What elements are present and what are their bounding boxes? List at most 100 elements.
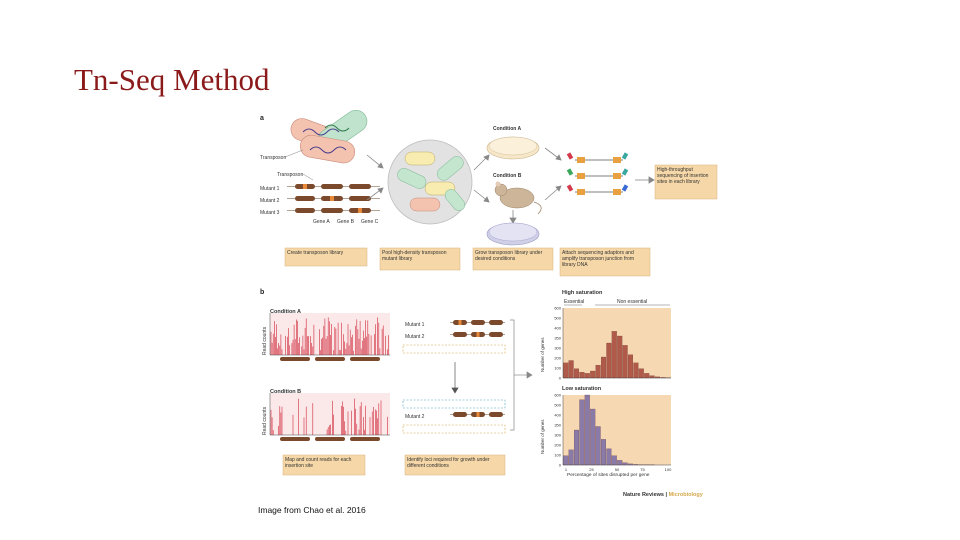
insertion-mark [358,208,362,213]
histogram-low-saturation: 600 500 400 350 300 200 100 01 25 50 75 100 [554,393,672,473]
petri-dish-icon [486,136,540,160]
dashed-box [402,344,506,354]
y-tick-label: 600 [554,306,561,311]
y-tick-label: 100 [554,453,561,458]
panel-b-label: b [260,289,264,296]
essential-label: Essential [564,299,584,305]
step-box [282,454,366,476]
x-tick-label: 1 [565,467,568,472]
gene-block [453,332,467,337]
x-axis-label: Percentage of sites disrupted per gene [567,472,650,478]
adaptor-constructs [566,152,629,195]
y-tick-label: 500 [554,403,561,408]
histogram-bg [563,395,671,465]
histogram-bar [579,372,585,379]
non-essential-label: Non essential [617,299,647,305]
transposon-end [613,157,621,163]
insertion-mark [476,332,480,337]
image-caption: Image from Chao et al. 2016 [258,505,366,515]
insertion-mark [458,320,462,325]
transposon-end [577,157,585,163]
mutant-genome-rows-b [450,320,505,417]
leader-line [284,149,304,158]
gene-c-label: Gene C [361,219,379,225]
gene-block [489,412,503,417]
bacteria-icon [290,110,368,164]
condition-b-heading: Condition B [270,389,301,395]
gene-block [350,357,380,361]
x-tick-label: 25 [589,467,594,472]
sequencing-box [654,164,718,200]
journal-section: Microbiology [669,492,704,498]
journal-name: Nature Reviews [623,492,664,498]
step-box [404,454,506,476]
arrow-icon [451,362,459,394]
transposon-label-1: Transposon [260,155,286,161]
histogram-bar [590,370,596,379]
insertion-mark [303,184,307,189]
gene-block [295,196,315,201]
x-tick-label: 100 [665,467,672,472]
histogram-bar [584,373,590,379]
mouse-icon [494,181,542,215]
footer-separator: | [664,492,669,498]
insertion-mark [476,412,480,417]
mutant-2-label-b2: Mutant 2 [405,414,425,420]
transposon-end [577,173,585,179]
dashed-box [402,399,506,409]
gene-block [453,412,467,417]
histogram-bar [617,460,623,466]
journal-footer: Nature Reviews | Microbiology [623,492,704,498]
read-counts-track-a [269,313,390,361]
gene-block [295,208,315,213]
gene-block [321,184,343,189]
gene-block [349,196,371,201]
step-boxes-a [284,247,651,277]
arrow-icon [635,176,655,184]
histogram-bar [563,455,569,466]
read-counts-track-b [269,393,390,441]
histogram-bar [617,335,623,379]
tn-seq-figure: a Transposon Transposon Mutant 1 Mutant … [260,110,718,498]
histogram-bar [611,331,617,379]
histogram-bar [649,375,655,379]
arrow-icon [509,210,517,224]
histogram-bar [622,345,628,379]
histogram-bar [622,462,628,466]
adaptor-icon [566,168,574,176]
x-tick-label: 75 [640,467,645,472]
mutant-1-label: Mutant 1 [260,186,280,192]
insertion-mark [330,196,334,201]
histogram-bar [579,399,585,466]
arrow-icon [544,147,562,201]
step-box [379,247,461,271]
mutant-1-label-b: Mutant 1 [405,322,425,328]
bracket-arrow [510,319,533,431]
histogram-bar [574,429,580,466]
adaptor-icon [621,184,629,192]
histogram-bar [590,408,596,466]
x-tick-label: 50 [615,467,620,472]
mutant-2-label: Mutant 2 [260,198,280,204]
pooled-library-icon [387,139,473,225]
y-axis-label: Number of genes [540,337,545,372]
high-saturation-title: High saturation [562,290,603,296]
step-box [284,247,368,267]
histogram-bar [606,342,612,379]
histogram-bar [644,373,650,379]
gene-b-label: Gene B [337,219,355,225]
leader-line [302,173,314,181]
mutant-genome-rows: Mutant 1 Mutant 2 Mutant 3 [260,184,380,216]
y-tick-label: 300 [554,346,561,351]
transposon-label-2: Transposon [277,172,303,178]
histogram-bar [595,365,601,379]
read-counts-axis-label: Read counts [262,326,268,355]
histogram-bar [633,362,639,379]
track-bg [270,313,390,355]
adaptor-icon [621,168,629,176]
gene-a-label: Gene A [313,219,330,225]
low-saturation-title: Low saturation [562,386,602,392]
y-tick-label: 0 [559,376,562,381]
y-tick-label: 0 [559,463,562,468]
condition-a-label: Condition A [493,126,522,132]
